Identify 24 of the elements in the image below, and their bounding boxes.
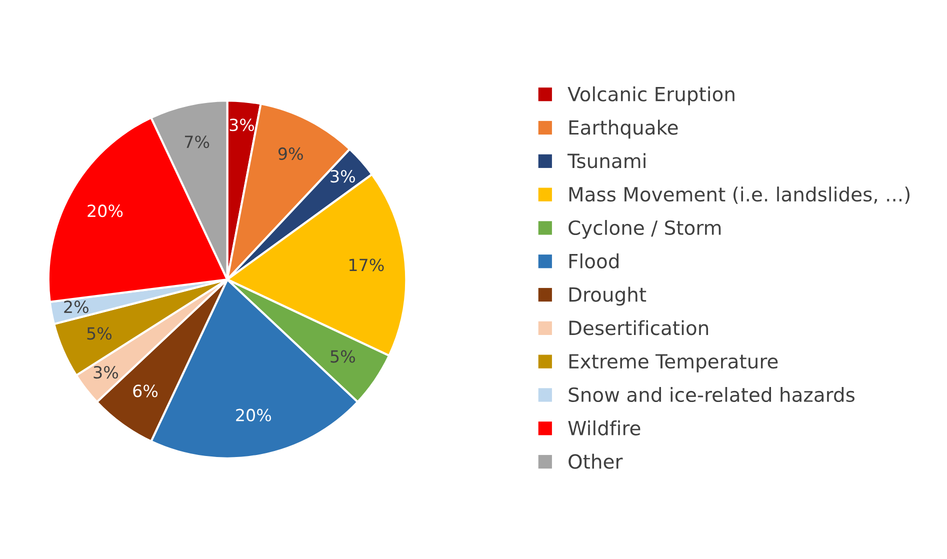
legend-label: Snow and ice-related hazards [568, 386, 854, 402]
data-label: 20% [236, 408, 272, 422]
legend-label: Cyclone / Storm [568, 220, 721, 239]
data-label: 6% [133, 384, 158, 398]
data-label: 9% [278, 147, 303, 160]
legend-label: Wildfire [568, 420, 640, 436]
legend-label: Other [568, 454, 623, 469]
data-label: 20% [88, 204, 123, 218]
data-label: 3% [94, 366, 118, 379]
data-label: 7% [184, 136, 210, 148]
data-label: 5% [87, 327, 112, 340]
data-label: 5% [330, 350, 355, 363]
legend-label: Volcanic Eruption [568, 86, 734, 106]
legend-label: Desertification [569, 320, 708, 336]
legend-label: Flood [569, 253, 618, 268]
data-label: 2% [64, 300, 88, 314]
data-label: 3% [230, 118, 254, 132]
data-label: 17% [349, 258, 384, 272]
data-label: 3% [330, 170, 355, 183]
legend-label: Drought [569, 286, 646, 306]
legend-label: Earthquake [569, 120, 678, 139]
legend-label: Tsunami [567, 153, 646, 168]
legend-label: Extreme Temperature [569, 354, 778, 372]
legend-label: Mass Movement (i.e. landslides, ...) [569, 186, 910, 204]
